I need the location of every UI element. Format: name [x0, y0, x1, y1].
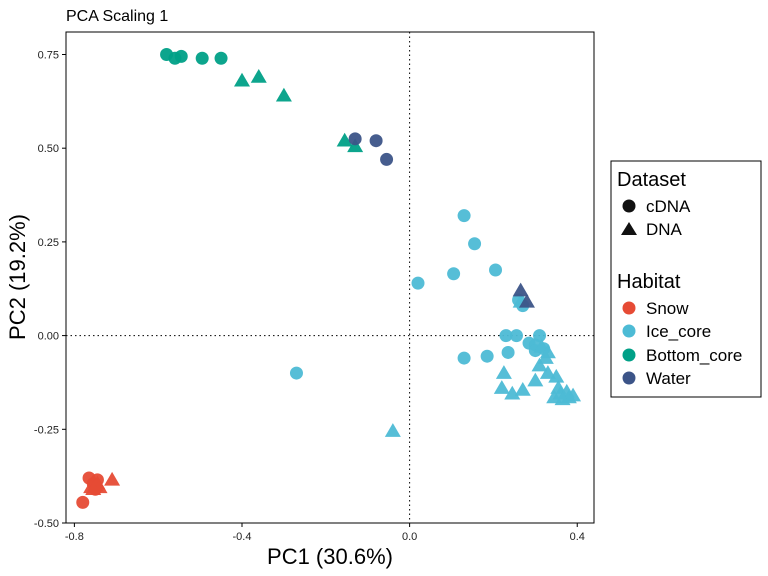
- point-ice-core-circle: [457, 351, 471, 365]
- point-bottom-core-triangle: [250, 68, 267, 83]
- point-snow-triangle: [104, 471, 121, 486]
- legend-circle-icon: [622, 199, 636, 213]
- point-ice-core-circle: [489, 263, 503, 277]
- point-ice-core-triangle: [539, 365, 556, 379]
- point-bottom-core-triangle: [234, 72, 250, 87]
- point-ice-core-triangle: [531, 357, 548, 372]
- point-ice-core-triangle: [527, 372, 544, 387]
- legend-box: [610, 160, 762, 398]
- y-tick-label: 0.25: [38, 237, 59, 249]
- point-bottom-core-circle: [174, 49, 188, 63]
- point-ice-core-circle: [509, 329, 523, 343]
- y-axis-ticks: -0.50 -0.25 0.00 0.25 0.50 0.75: [34, 49, 66, 530]
- legend: Dataset cDNA DNA Habitat Snow Ice_core B…: [610, 160, 762, 398]
- y-axis-title: PC2 (19.2%): [5, 214, 30, 340]
- x-axis-ticks: -0.8 -0.4 0.0 0.4: [65, 523, 585, 543]
- reference-lines: [66, 32, 594, 523]
- legend-swatch-water: [622, 371, 636, 385]
- point-ice-core-triangle: [554, 391, 571, 406]
- point-ice-core-circle: [457, 209, 471, 223]
- legend-label-bottom-core: Bottom_core: [646, 346, 742, 365]
- legend-swatch-bottom-core: [622, 348, 636, 362]
- legend-triangle-icon: [621, 222, 637, 235]
- point-ice-core-circle: [411, 276, 425, 290]
- point-snow-triangle: [85, 481, 102, 496]
- point-ice-core-triangle: [548, 368, 565, 383]
- point-water-circle: [380, 152, 394, 166]
- point-ice-core-circle: [289, 366, 303, 380]
- y-tick-label: -0.25: [34, 424, 59, 436]
- point-ice-core-circle: [499, 329, 513, 343]
- point-ice-core-triangle: [384, 423, 401, 437]
- point-ice-core-circle: [533, 329, 547, 343]
- x-tick-label: 0.0: [402, 531, 417, 543]
- legend-label-ice-core: Ice_core: [646, 322, 711, 341]
- point-snow-circle: [76, 495, 90, 509]
- point-ice-core-circle: [447, 267, 461, 281]
- point-water-circle: [369, 134, 383, 148]
- y-tick-label: 0.75: [38, 49, 59, 61]
- y-tick-label: 0.50: [38, 143, 59, 155]
- point-bottom-core-triangle: [275, 87, 292, 102]
- legend-label-snow: Snow: [646, 299, 689, 318]
- point-ice-core-triangle: [514, 381, 531, 396]
- point-bottom-core-triangle: [336, 132, 353, 147]
- x-tick-label: -0.4: [233, 531, 252, 543]
- legend-label-cdna: cDNA: [646, 197, 691, 216]
- legend-swatch-snow: [622, 301, 636, 315]
- legend-label-water: Water: [646, 369, 691, 388]
- point-ice-core-circle: [480, 349, 494, 363]
- x-axis-title: PC1 (30.6%): [267, 544, 393, 569]
- x-tick-label: -0.8: [65, 531, 84, 543]
- legend-label-dna: DNA: [646, 220, 683, 239]
- legend-title-habitat: Habitat: [617, 271, 681, 293]
- point-water-circle: [348, 132, 362, 146]
- data-points: [76, 47, 582, 509]
- point-ice-core-triangle: [565, 387, 582, 402]
- x-tick-label: 0.4: [570, 531, 585, 543]
- point-ice-core-triangle: [493, 380, 510, 394]
- point-water-triangle: [512, 282, 529, 297]
- plot-title: PCA Scaling 1: [66, 8, 168, 25]
- plot-panel-border: [65, 31, 595, 524]
- legend-title-dataset: Dataset: [617, 169, 686, 191]
- point-ice-core-triangle: [495, 365, 512, 379]
- y-tick-label: 0.00: [38, 331, 59, 343]
- y-tick-label: -0.50: [34, 518, 59, 530]
- legend-swatch-ice-core: [622, 324, 636, 338]
- point-ice-core-triangle: [504, 385, 521, 400]
- point-water-triangle: [518, 293, 535, 308]
- point-ice-core-triangle: [537, 350, 554, 364]
- point-bottom-core-circle: [214, 51, 228, 65]
- point-ice-core-circle: [501, 345, 515, 359]
- point-ice-core-circle: [468, 237, 482, 251]
- point-bottom-core-circle: [195, 51, 209, 65]
